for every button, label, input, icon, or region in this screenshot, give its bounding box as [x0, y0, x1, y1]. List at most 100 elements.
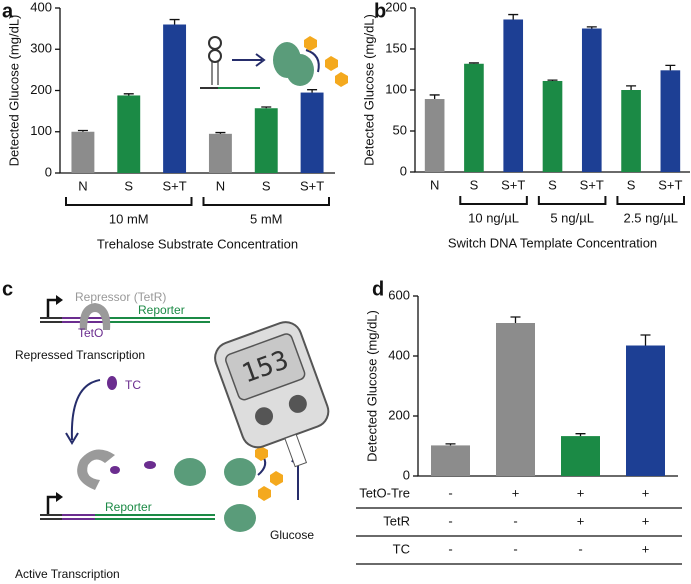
bar [660, 70, 681, 172]
x-axis-label: Trehalose Substrate Concentration [97, 236, 298, 251]
bar [208, 133, 232, 173]
y-tick-label: 100 [385, 81, 407, 96]
group-label: 5 ng/µL [550, 210, 594, 225]
axis-line [59, 8, 335, 174]
bar [300, 92, 324, 173]
panel-label: c [2, 278, 13, 300]
bar [464, 63, 484, 173]
error-bar [261, 106, 272, 109]
y-tick-label: 0 [400, 163, 407, 178]
y-tick-label: 200 [30, 82, 52, 97]
bar [626, 345, 665, 476]
group-label: 5 mM [250, 211, 283, 226]
x-tick-label: S+T [580, 177, 604, 192]
table-cell: - [448, 513, 452, 528]
panel-label: b [374, 0, 386, 22]
error-bar [468, 62, 479, 64]
y-axis-label: Detected Glucose (mg/dL) [364, 310, 379, 462]
error-bar [575, 433, 586, 437]
table-cell: - [578, 541, 582, 556]
x-tick-label: S [548, 177, 557, 192]
table-cell: + [577, 485, 585, 500]
panel-label: d [372, 278, 384, 300]
group-bracket [616, 196, 685, 205]
diagram-label: Reporter [105, 500, 152, 514]
error-bar [429, 94, 440, 100]
error-bar [508, 13, 519, 20]
error-bar [445, 443, 456, 446]
bar [503, 19, 524, 173]
bar [424, 99, 445, 172]
diagram-label: Glucose [270, 528, 314, 542]
y-tick-label: 150 [385, 40, 407, 55]
inset-diagram [200, 36, 348, 89]
x-tick-label: S+T [501, 177, 525, 192]
y-tick-label: 400 [30, 0, 52, 14]
diagram-label: TetO [78, 326, 103, 340]
diagram-label: Repressed Transcription [15, 348, 145, 362]
diagram-label: Active Transcription [15, 567, 120, 581]
error-bar [169, 18, 180, 25]
x-tick-label: N [216, 178, 225, 193]
error-bar [626, 85, 637, 90]
table-row-label: TetO-Tre [359, 485, 410, 500]
panel-label: a [2, 0, 14, 22]
bar [431, 445, 470, 476]
error-bar [77, 129, 88, 132]
table-cell: + [642, 513, 650, 528]
x-tick-label: S+T [658, 177, 682, 192]
bar [542, 80, 563, 172]
bar [581, 28, 602, 172]
y-tick-label: 200 [385, 0, 407, 14]
table-cell: - [513, 513, 517, 528]
y-axis-label: Detected Glucose (mg/dL) [361, 14, 376, 166]
y-tick-label: 600 [388, 287, 410, 302]
error-bar [586, 26, 597, 29]
table-cell: + [642, 541, 650, 556]
table-cell: - [448, 541, 452, 556]
y-tick-label: 0 [45, 164, 52, 179]
group-bracket [202, 197, 330, 206]
y-tick-label: 0 [403, 467, 410, 482]
bar [254, 108, 278, 173]
table-cell: + [577, 513, 585, 528]
table-cell: + [642, 485, 650, 500]
y-tick-label: 300 [30, 41, 52, 56]
y-tick-label: 200 [388, 407, 410, 422]
bar [71, 131, 95, 173]
y-tick-label: 400 [388, 347, 410, 362]
diagram-label: Reporter [138, 303, 185, 317]
diagram-label: Repressor (TetR) [75, 290, 166, 304]
x-tick-label: S [470, 177, 479, 192]
bar [621, 90, 641, 172]
pathway-diagram: Repressor (TetR) Reporter TetO Repressed… [15, 290, 330, 581]
x-tick-label: N [430, 177, 439, 192]
table-cell: + [512, 485, 520, 500]
table-cell: - [448, 485, 452, 500]
group-bracket [65, 197, 193, 206]
bar [561, 436, 600, 476]
error-bar [510, 316, 521, 323]
error-bar [665, 64, 676, 71]
bar [163, 24, 187, 173]
group-label: 2.5 ng/µL [623, 210, 677, 225]
y-axis-label: Detected Glucose (mg/dL) [6, 15, 21, 167]
x-tick-label: N [78, 178, 87, 193]
table-row-label: TC [393, 541, 410, 556]
error-bar [307, 89, 318, 93]
error-bar [215, 131, 226, 134]
diagram-label: TC [125, 378, 141, 392]
x-tick-label: S+T [300, 178, 324, 193]
error-bar [640, 334, 651, 346]
y-tick-label: 50 [393, 122, 407, 137]
bar [117, 95, 141, 173]
x-tick-label: S+T [162, 178, 186, 193]
x-tick-label: S [627, 177, 636, 192]
group-label: 10 mM [109, 211, 149, 226]
table-cell: - [513, 541, 517, 556]
table-row-label: TetR [383, 513, 410, 528]
y-tick-label: 100 [30, 123, 52, 138]
bar [496, 323, 535, 476]
error-bar [123, 93, 134, 96]
